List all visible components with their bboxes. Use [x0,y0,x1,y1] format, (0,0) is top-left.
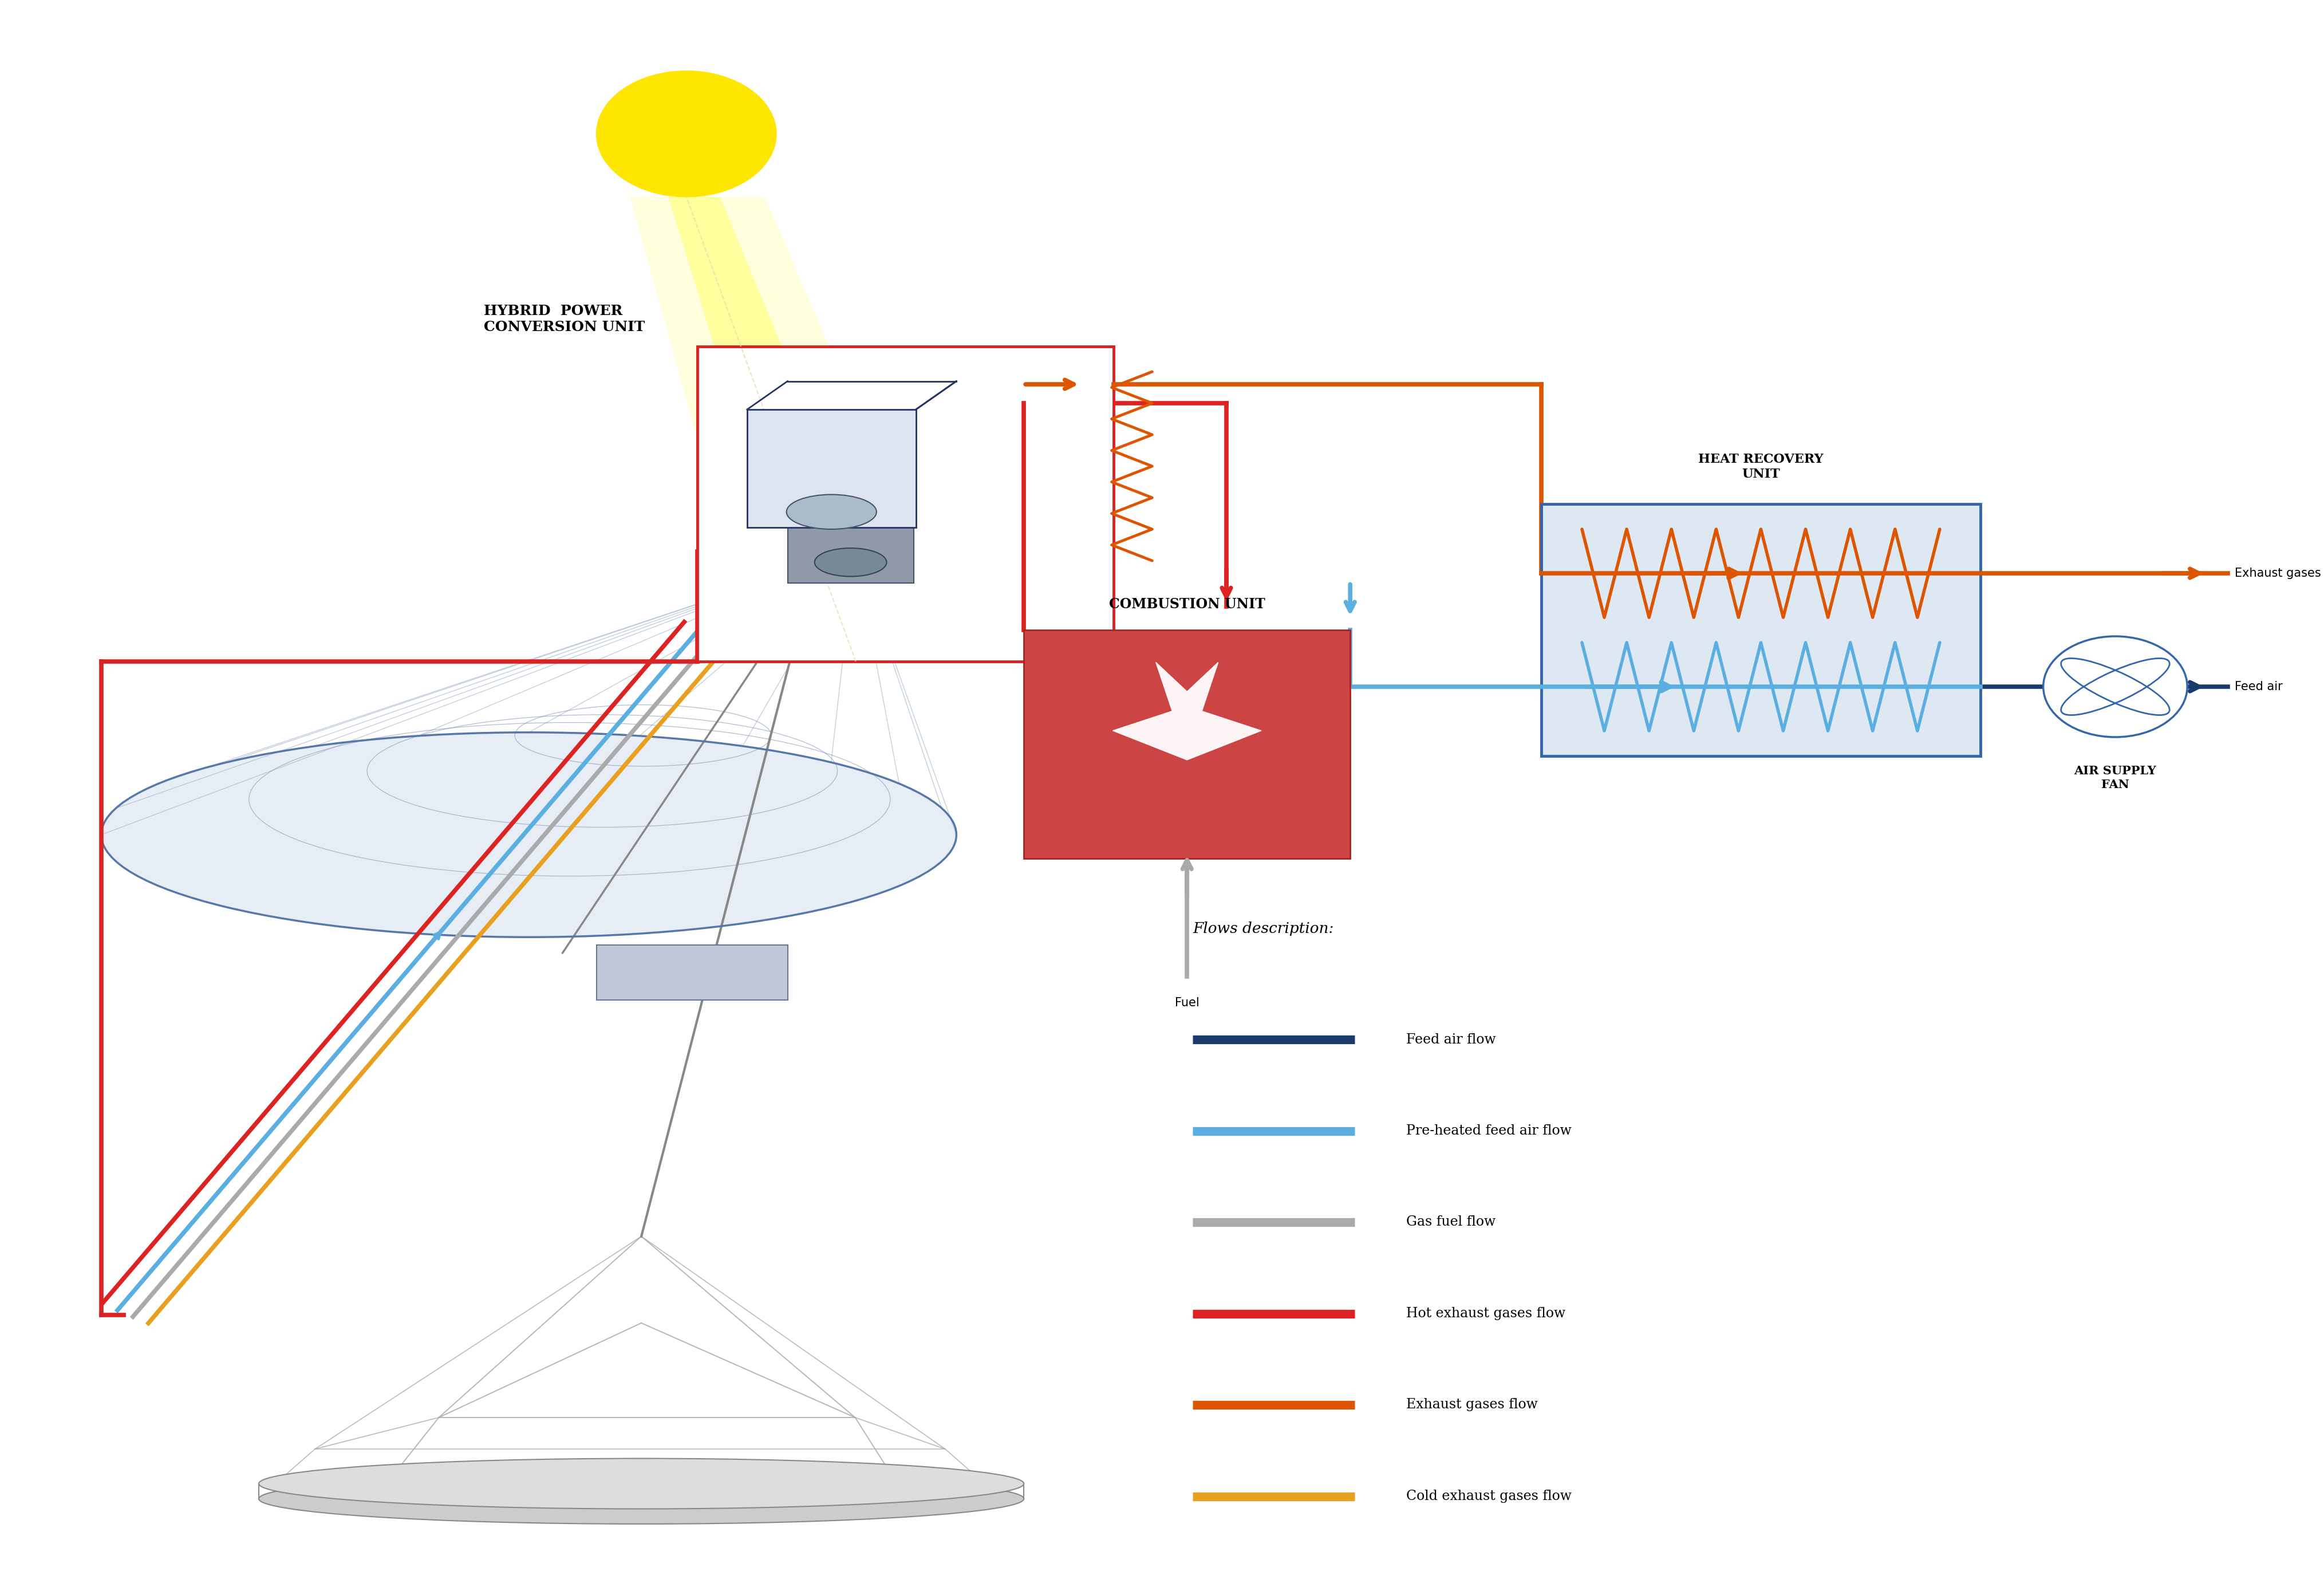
Circle shape [597,71,776,197]
Text: Feed air flow: Feed air flow [1406,1033,1497,1046]
Text: HEAT RECOVERY
UNIT: HEAT RECOVERY UNIT [1699,454,1824,480]
FancyBboxPatch shape [788,526,913,583]
Text: Feed air: Feed air [2236,680,2282,693]
FancyBboxPatch shape [746,410,916,528]
Ellipse shape [258,1458,1025,1509]
Ellipse shape [786,495,876,529]
FancyBboxPatch shape [597,945,788,1000]
Polygon shape [669,197,906,646]
Text: COMBUSTION UNIT: COMBUSTION UNIT [1109,597,1264,611]
Ellipse shape [816,548,888,576]
Text: Fuel: Fuel [1176,997,1199,1008]
Text: Flows description:: Flows description: [1192,921,1334,936]
Ellipse shape [102,732,957,937]
Polygon shape [1113,663,1262,761]
Text: Cold exhaust gases flow: Cold exhaust gases flow [1406,1490,1571,1503]
Text: Exhaust gases: Exhaust gases [2236,567,2322,580]
Text: Gas fuel flow: Gas fuel flow [1406,1216,1497,1228]
Ellipse shape [258,1474,1025,1525]
FancyBboxPatch shape [1025,630,1350,858]
Text: Hot exhaust gases flow: Hot exhaust gases flow [1406,1307,1566,1320]
Polygon shape [630,197,957,646]
Text: AIR SUPPLY
FAN: AIR SUPPLY FAN [2073,765,2157,791]
FancyBboxPatch shape [697,346,1113,662]
FancyBboxPatch shape [1541,504,1980,756]
Text: HYBRID  POWER
CONVERSION UNIT: HYBRID POWER CONVERSION UNIT [483,304,646,334]
Text: Pre-heated feed air flow: Pre-heated feed air flow [1406,1125,1571,1137]
Text: Exhaust gases flow: Exhaust gases flow [1406,1399,1538,1411]
